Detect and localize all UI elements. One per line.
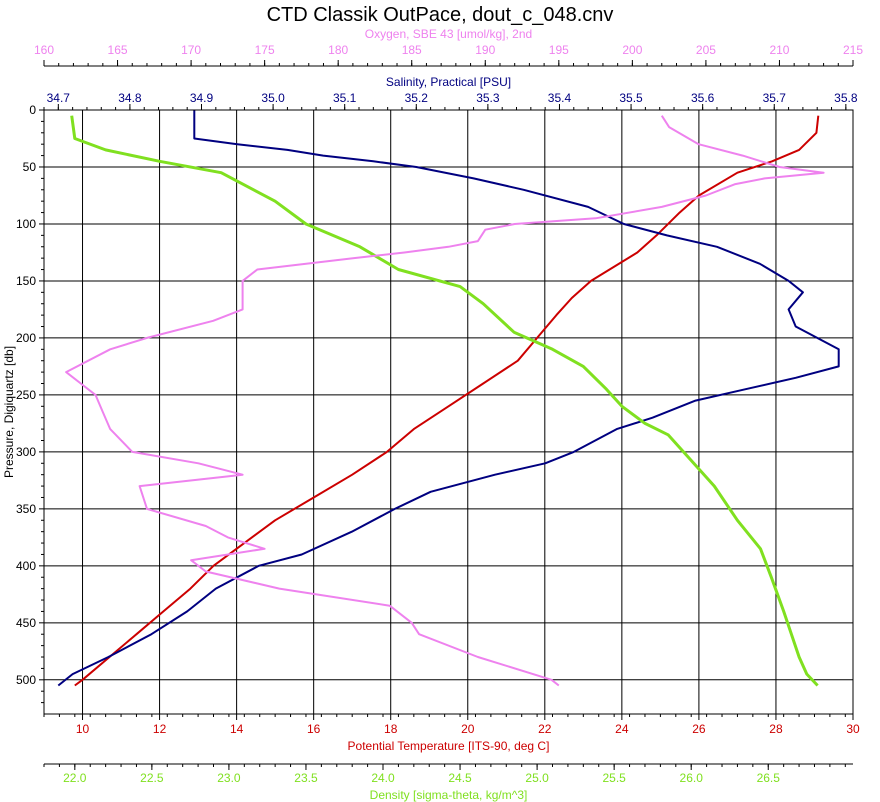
salinity-tick-label: 35.3: [476, 91, 500, 105]
oxygen-tick-label: 215: [843, 43, 863, 57]
y-axis-label: Pressure, Digiquartz [db]: [2, 346, 16, 478]
oxygen-tick-label: 170: [181, 43, 201, 57]
temperature-tick-label: 22: [538, 722, 552, 736]
oxygen-axis-label: Oxygen, SBE 43 [umol/kg], 2nd: [365, 27, 532, 41]
plot-frame: [43, 109, 854, 715]
temperature-axis-label: Potential Temperature [ITS-90, deg C]: [348, 739, 550, 753]
density-tick-label: 25.0: [525, 771, 549, 785]
salinity-tick-label: 34.8: [118, 91, 142, 105]
salinity-tick-label: 35.1: [333, 91, 357, 105]
salinity-axis-label: Salinity, Practical [PSU]: [386, 75, 511, 89]
temperature-tick-label: 10: [76, 722, 90, 736]
density-tick-label: 26.0: [680, 771, 704, 785]
salinity-tick-label: 34.9: [190, 91, 214, 105]
oxygen-tick-label: 200: [622, 43, 642, 57]
chart-title: CTD Classik OutPace, dout_c_048.cnv: [267, 4, 614, 26]
temperature-tick-label: 26: [692, 722, 706, 736]
density-tick-label: 23.0: [217, 771, 241, 785]
salinity-tick-label: 35.5: [619, 91, 643, 105]
y-tick-label: 350: [16, 502, 36, 516]
temperature-tick-label: 30: [846, 722, 860, 736]
salinity-tick-label: 35.7: [763, 91, 787, 105]
y-tick-label: 200: [16, 331, 36, 345]
temperature-tick-label: 20: [461, 722, 475, 736]
oxygen-tick-label: 175: [255, 43, 275, 57]
salinity-tick-label: 35.8: [834, 91, 858, 105]
y-tick-label: 300: [16, 445, 36, 459]
temperature-tick-label: 12: [153, 722, 167, 736]
temperature-tick-label: 16: [307, 722, 321, 736]
salinity-tick-label: 35.0: [261, 91, 285, 105]
oxygen-tick-label: 190: [475, 43, 495, 57]
density-tick-label: 23.5: [294, 771, 318, 785]
oxygen-tick-label: 205: [696, 43, 716, 57]
temperature-tick-label: 18: [384, 722, 398, 736]
density-tick-label: 25.5: [602, 771, 626, 785]
oxygen-tick-label: 160: [34, 43, 54, 57]
grid-lines: [44, 109, 853, 714]
y-tick-label: 400: [16, 559, 36, 573]
density-tick-label: 26.5: [757, 771, 781, 785]
oxygen-tick-label: 185: [402, 43, 422, 57]
y-tick-label: 500: [16, 673, 36, 687]
salinity-tick-label: 35.2: [405, 91, 429, 105]
temperature-tick-label: 14: [230, 722, 244, 736]
y-tick-label: 100: [16, 217, 36, 231]
salinity-series-line: [57, 110, 840, 687]
oxygen-tick-label: 195: [549, 43, 569, 57]
density-series-line: [70, 115, 819, 687]
oxygen-tick-label: 165: [108, 43, 128, 57]
axes: 0 50 100 150 200 250 300 350 400 450 500 160 165 170 1…: [16, 27, 863, 802]
y-tick-label: 50: [23, 160, 37, 174]
y-tick-label: 450: [16, 616, 36, 630]
y-tick-label: 0: [29, 103, 36, 117]
temperature-series-line: [74, 115, 820, 687]
density-axis-label: Density [sigma-theta, kg/m^3]: [370, 788, 528, 802]
density-tick-label: 24.0: [371, 771, 395, 785]
salinity-tick-label: 34.7: [47, 91, 71, 105]
series-layer: [57, 110, 840, 687]
temperature-tick-label: 24: [615, 722, 629, 736]
density-tick-label: 24.5: [448, 771, 472, 785]
y-tick-label: 150: [16, 274, 36, 288]
oxygen-tick-label: 210: [769, 43, 789, 57]
y-tick-label: 250: [16, 388, 36, 402]
salinity-tick-label: 35.6: [691, 91, 715, 105]
density-tick-label: 22.0: [63, 771, 87, 785]
oxygen-series-line: [65, 115, 825, 687]
oxygen-tick-label: 180: [328, 43, 348, 57]
salinity-tick-label: 35.4: [548, 91, 572, 105]
density-tick-label: 22.5: [140, 771, 164, 785]
temperature-tick-label: 28: [769, 722, 783, 736]
